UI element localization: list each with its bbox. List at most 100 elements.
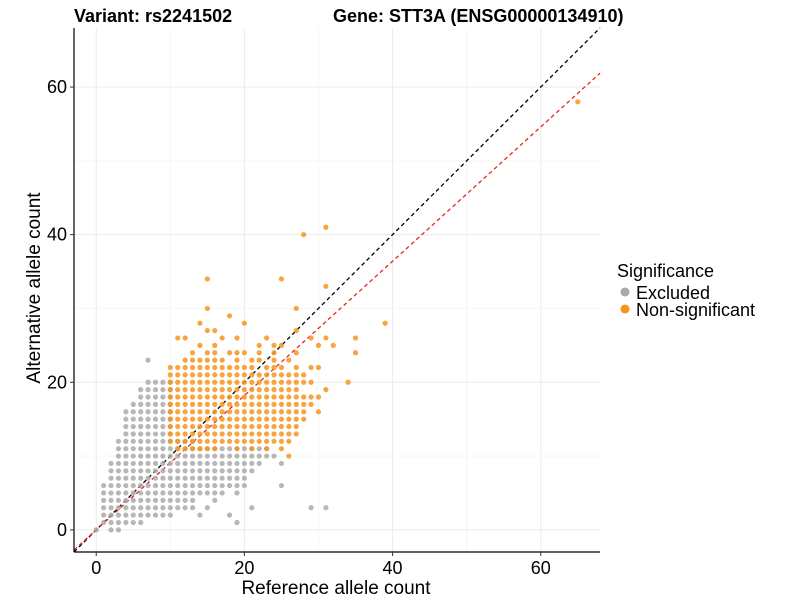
point-non-significant [278, 387, 285, 393]
point-non-significant [271, 357, 277, 363]
point-non-significant [204, 372, 210, 378]
point-non-significant [212, 364, 218, 371]
point-non-significant [271, 416, 277, 422]
point-non-significant [278, 276, 285, 282]
point-non-significant [167, 372, 173, 378]
point-excluded [130, 446, 136, 452]
point-excluded [138, 512, 144, 518]
point-excluded [241, 482, 247, 489]
point-excluded [152, 394, 159, 400]
point-excluded [219, 482, 225, 489]
point-excluded [204, 475, 210, 481]
point-excluded [145, 438, 151, 444]
point-non-significant [204, 276, 210, 282]
point-non-significant [197, 438, 203, 444]
point-excluded [138, 505, 144, 511]
point-excluded [152, 438, 159, 444]
point-non-significant [219, 387, 225, 393]
point-non-significant [315, 394, 322, 400]
point-excluded [101, 490, 107, 496]
point-excluded [145, 431, 151, 437]
point-non-significant [249, 364, 255, 371]
point-excluded [256, 453, 262, 459]
point-non-significant [219, 335, 225, 341]
point-excluded [138, 394, 144, 400]
point-excluded [197, 453, 203, 459]
point-non-significant [182, 446, 188, 452]
point-non-significant [234, 335, 240, 341]
point-non-significant [189, 372, 196, 378]
point-excluded [115, 453, 122, 459]
point-excluded [197, 460, 203, 467]
point-non-significant [204, 438, 210, 444]
point-excluded [152, 387, 159, 393]
point-non-significant [315, 342, 322, 348]
point-non-significant [286, 387, 292, 393]
point-excluded [101, 497, 107, 503]
point-non-significant [189, 446, 196, 452]
point-excluded [189, 468, 196, 474]
point-non-significant [264, 372, 270, 378]
point-non-significant [286, 401, 292, 407]
point-excluded [115, 490, 122, 496]
point-excluded [182, 468, 188, 474]
point-non-significant [249, 394, 255, 400]
point-excluded [115, 446, 122, 452]
point-non-significant [167, 401, 173, 407]
point-non-significant [234, 438, 240, 444]
point-excluded [115, 519, 122, 526]
point-excluded [130, 482, 136, 489]
point-excluded [138, 460, 144, 467]
point-excluded [123, 475, 129, 481]
point-non-significant [226, 409, 233, 415]
point-excluded [115, 468, 122, 474]
point-non-significant [286, 357, 292, 363]
point-non-significant [301, 232, 307, 238]
point-excluded [152, 423, 159, 430]
point-non-significant [189, 423, 196, 430]
point-excluded [123, 512, 129, 518]
point-non-significant [264, 379, 270, 385]
point-excluded [189, 482, 196, 489]
point-non-significant [212, 357, 218, 363]
point-non-significant [241, 416, 247, 422]
point-excluded [234, 453, 240, 459]
point-non-significant [278, 431, 285, 437]
point-non-significant [286, 416, 292, 422]
point-excluded [167, 460, 173, 467]
point-non-significant [241, 409, 247, 415]
point-non-significant [256, 423, 262, 430]
point-non-significant [197, 357, 203, 363]
point-excluded [115, 482, 122, 489]
point-non-significant [175, 438, 181, 444]
point-non-significant [189, 438, 196, 444]
x-axis-title: Reference allele count [241, 578, 431, 599]
point-excluded [145, 468, 151, 474]
point-excluded [160, 505, 166, 511]
point-excluded [108, 527, 114, 533]
point-non-significant [249, 423, 255, 430]
point-excluded [145, 460, 151, 467]
point-non-significant [204, 387, 210, 393]
point-non-significant [219, 431, 225, 437]
point-non-significant [271, 438, 277, 444]
point-excluded [160, 490, 166, 496]
point-excluded [152, 431, 159, 437]
point-excluded [130, 490, 136, 496]
point-non-significant [189, 401, 196, 407]
point-non-significant [175, 431, 181, 437]
point-non-significant [175, 387, 181, 393]
point-excluded [241, 446, 247, 452]
point-excluded [160, 409, 166, 415]
point-non-significant [212, 372, 218, 378]
point-excluded [152, 379, 159, 385]
point-non-significant [249, 387, 255, 393]
point-non-significant [175, 379, 181, 385]
point-non-significant [212, 394, 218, 400]
point-non-significant [271, 423, 277, 430]
point-non-significant [256, 342, 262, 348]
point-excluded [160, 453, 166, 459]
x-tick-label: 0 [91, 558, 101, 578]
point-non-significant [575, 99, 581, 105]
